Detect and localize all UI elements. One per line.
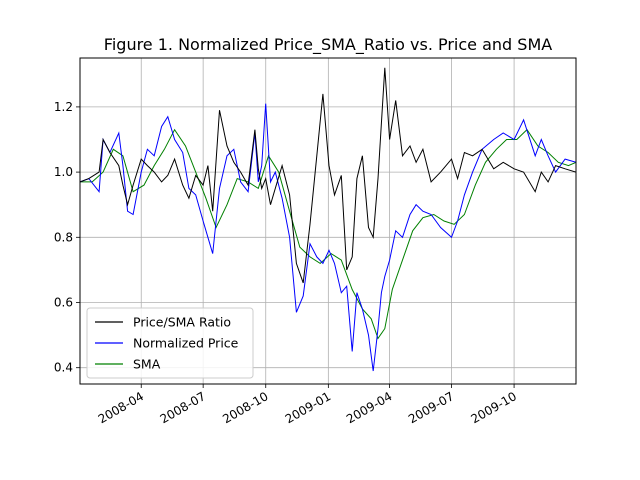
y-tick-label: 0.6 [54, 296, 73, 310]
y-tick-label: 0.8 [54, 230, 73, 244]
x-tick-label: 2009-04 [344, 389, 394, 426]
series-line-sma [80, 128, 576, 340]
y-tick-label: 0.4 [54, 361, 73, 375]
x-tick-label: 2009-07 [406, 389, 456, 426]
legend-label: Normalized Price [133, 336, 239, 351]
x-tick-label: 2008-04 [96, 389, 146, 426]
x-tick-label: 2008-07 [158, 389, 208, 426]
legend-label: Price/SMA Ratio [133, 315, 231, 330]
y-tick-label: 1.0 [54, 165, 73, 179]
y-tick-label: 1.2 [54, 100, 73, 114]
chart-title: Figure 1. Normalized Price_SMA_Ratio vs.… [104, 35, 552, 55]
series-line-price-sma-ratio [80, 67, 576, 284]
x-tick-label: 2009-01 [283, 389, 333, 426]
legend-label: SMA [133, 357, 161, 372]
legend-box [86, 307, 254, 379]
plot-series [80, 67, 576, 372]
legend: Price/SMA Ratio Normalized Price SMA [86, 307, 254, 379]
x-tick-label: 2009-10 [469, 389, 519, 426]
series-line-normalized-price [80, 103, 576, 372]
x-tick-label: 2008-10 [220, 389, 270, 426]
